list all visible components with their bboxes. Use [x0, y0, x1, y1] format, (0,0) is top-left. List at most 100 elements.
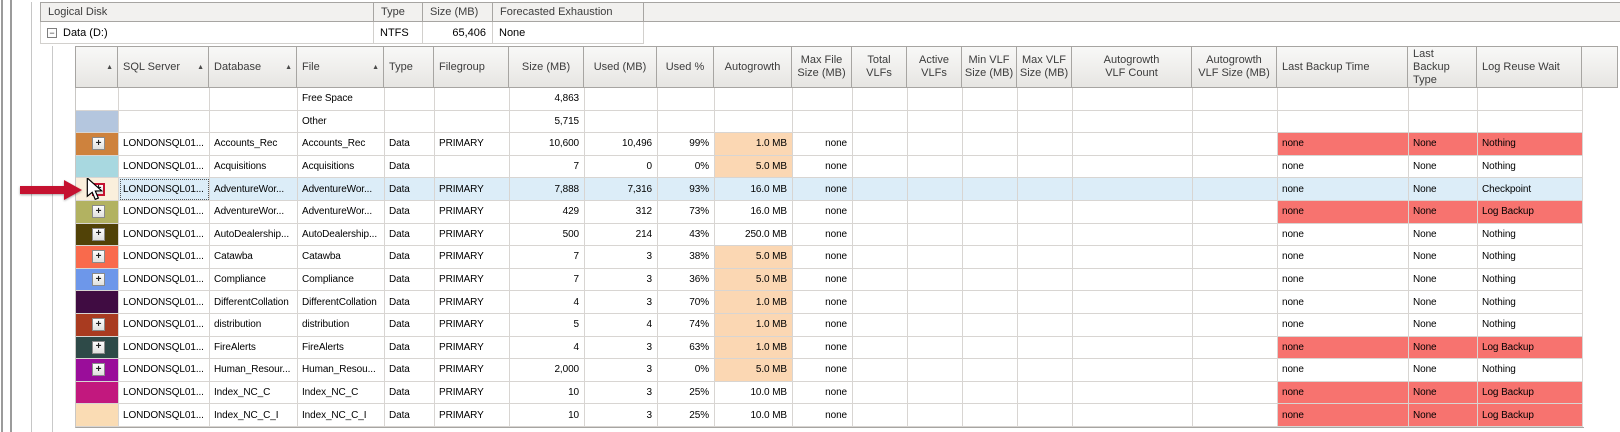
disk-name-cell[interactable]: − Data (D:) [41, 22, 374, 44]
cell-last_backup_type[interactable]: None [1409, 133, 1478, 156]
column-header-min_vlf_size[interactable]: Min VLF Size (MB) [962, 47, 1017, 87]
table-row[interactable]: + LONDONSQL01... AutoDealership... AutoDeal… [76, 223, 1584, 247]
cell-filegroup[interactable]: PRIMARY [435, 404, 510, 427]
cell-ag_vlf_size[interactable] [1193, 381, 1278, 405]
cell-total_vlfs[interactable] [853, 88, 908, 111]
column-header-indicator[interactable]: ▲ [75, 47, 118, 87]
cell-sql_server[interactable]: LONDONSQL01... [119, 336, 210, 360]
column-header-size_mb[interactable]: Size (MB) [509, 47, 584, 87]
cell-used_mb[interactable]: 3 [585, 291, 658, 314]
cell-type[interactable]: Data [385, 155, 435, 179]
cell-min_vlf_size[interactable] [963, 359, 1018, 382]
cell-used_mb[interactable]: 3 [585, 336, 658, 360]
table-row[interactable]: +LONDONSQL01...AdventureWor...AdventureW… [76, 200, 1584, 224]
cell-used_pct[interactable]: 73% [658, 200, 715, 224]
cell-filegroup[interactable]: PRIMARY [435, 336, 510, 360]
cell-used_mb[interactable]: 3 [585, 404, 658, 427]
cell-file[interactable]: Index_NC_C [298, 381, 385, 405]
cell-total_vlfs[interactable] [853, 110, 908, 134]
cell-last_backup_type[interactable]: None [1409, 291, 1478, 314]
table-row[interactable]: + LONDONSQL01... FireAlerts FireAlerts Data P… [76, 336, 1584, 360]
cell-used_pct[interactable]: 25% [658, 404, 715, 427]
cell-total_vlfs[interactable] [853, 291, 908, 314]
cell-database[interactable]: Index_NC_C [210, 381, 298, 405]
cell-last_backup_type[interactable]: None [1409, 178, 1478, 201]
cell-size_mb[interactable]: 4,863 [510, 88, 585, 111]
cell-type[interactable]: Data [385, 246, 435, 269]
cell-log_reuse_wait[interactable]: Log Backup [1478, 200, 1583, 224]
cell-ag_vlf_count[interactable] [1073, 381, 1193, 405]
cell-max_vlf_size[interactable] [1018, 88, 1073, 111]
cell-last_backup_type[interactable]: None [1409, 359, 1478, 382]
cell-type[interactable]: Data [385, 133, 435, 156]
cell-file[interactable]: Index_NC_C_I [298, 404, 385, 427]
cell-size_mb[interactable]: 10 [510, 381, 585, 405]
cell-filegroup[interactable]: PRIMARY [435, 313, 510, 337]
cell-total_vlfs[interactable] [853, 200, 908, 224]
cell-size_mb[interactable]: 7 [510, 268, 585, 292]
cell-sql_server[interactable]: LONDONSQL01... [119, 155, 210, 179]
cell-active_vlfs[interactable] [908, 88, 963, 111]
cell-used_mb[interactable]: 3 [585, 359, 658, 382]
column-header-forecasted-exhaustion[interactable]: Forecasted Exhaustion [493, 3, 644, 21]
table-row[interactable]: LONDONSQL01... Index_NC_C Index_NC_C Data PR… [76, 381, 1584, 405]
cell-sql_server[interactable]: LONDONSQL01... [119, 200, 210, 224]
cell-active_vlfs[interactable] [908, 268, 963, 292]
cell-autogrowth[interactable]: 250.0 MB [715, 223, 793, 247]
column-header-last_backup_type[interactable]: Last Backup Type [1408, 47, 1477, 87]
cell-max_file_size[interactable]: none [793, 404, 853, 427]
column-header-file[interactable]: File ▲ [297, 47, 384, 87]
cell-last_backup_type[interactable]: None [1409, 313, 1478, 337]
cell-file[interactable]: Catawba [298, 246, 385, 269]
column-header-disk-size[interactable]: Size (MB) [423, 3, 493, 21]
cell-min_vlf_size[interactable] [963, 246, 1018, 269]
cell-file[interactable]: Accounts_Rec [298, 133, 385, 156]
cell-ag_vlf_size[interactable] [1193, 246, 1278, 269]
cell-autogrowth[interactable] [715, 110, 793, 134]
cell-max_vlf_size[interactable] [1018, 110, 1073, 134]
cell-used_pct[interactable]: 93% [658, 178, 715, 201]
cell-autogrowth[interactable]: 16.0 MB [715, 178, 793, 201]
cell-size_mb[interactable]: 5,715 [510, 110, 585, 134]
cell-log_reuse_wait[interactable]: Nothing [1478, 313, 1583, 337]
cell-filegroup[interactable]: PRIMARY [435, 381, 510, 405]
expand-button[interactable]: + [92, 273, 105, 287]
cell-log_reuse_wait[interactable] [1478, 110, 1583, 134]
column-header-autogrowth[interactable]: Autogrowth [714, 47, 792, 87]
column-header-ag_vlf_count[interactable]: Autogrowth VLF Count [1072, 47, 1192, 87]
table-row[interactable]: LONDONSQL01... Index_NC_C_I Index_NC_C_I Da… [76, 404, 1584, 427]
table-row[interactable]: + LONDONSQL01... Accounts_Rec Accounts_Rec D… [76, 133, 1584, 156]
cell-indicator[interactable]: + [76, 200, 119, 224]
table-row[interactable]: LONDONSQL01... Acquisitions Acquisitions Da… [76, 155, 1584, 179]
cell-ag_vlf_size[interactable] [1193, 110, 1278, 134]
cell-autogrowth[interactable]: 1.0 MB [715, 336, 793, 360]
cell-file[interactable]: Human_Resou... [298, 359, 385, 382]
cell-min_vlf_size[interactable] [963, 291, 1018, 314]
cell-log_reuse_wait[interactable]: Nothing [1478, 291, 1583, 314]
cell-max_vlf_size[interactable] [1018, 336, 1073, 360]
cell-used_pct[interactable]: 38% [658, 246, 715, 269]
cell-database[interactable] [210, 110, 298, 134]
cell-database[interactable]: AutoDealership... [210, 223, 298, 247]
cell-size_mb[interactable]: 10,600 [510, 133, 585, 156]
cell-max_vlf_size[interactable] [1018, 291, 1073, 314]
cell-sql_server[interactable]: LONDONSQL01... [119, 223, 210, 247]
cell-database[interactable] [210, 88, 298, 111]
cell-filegroup[interactable]: PRIMARY [435, 200, 510, 224]
cell-indicator[interactable] [76, 381, 119, 405]
cell-max_vlf_size[interactable] [1018, 178, 1073, 201]
cell-used_mb[interactable]: 10,496 [585, 133, 658, 156]
cell-used_mb[interactable] [585, 110, 658, 134]
cell-active_vlfs[interactable] [908, 291, 963, 314]
cell-min_vlf_size[interactable] [963, 336, 1018, 360]
expand-button[interactable]: + [92, 363, 105, 377]
table-row[interactable]: + LONDONSQL01... Catawba Catawba Data PRIMARY… [76, 246, 1584, 269]
table-row[interactable]: LONDONSQL01... DifferentCollation Differen… [76, 291, 1584, 314]
cell-ag_vlf_size[interactable] [1193, 291, 1278, 314]
cell-log_reuse_wait[interactable] [1478, 88, 1583, 111]
cell-last_backup_time[interactable]: none [1278, 268, 1409, 292]
cell-used_pct[interactable]: 63% [658, 336, 715, 360]
cell-ag_vlf_count[interactable] [1073, 359, 1193, 382]
cell-max_vlf_size[interactable] [1018, 200, 1073, 224]
cell-ag_vlf_size[interactable] [1193, 155, 1278, 179]
